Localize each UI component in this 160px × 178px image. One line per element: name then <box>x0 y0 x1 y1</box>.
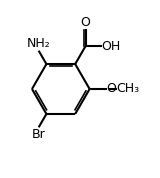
Text: O: O <box>81 16 91 29</box>
Text: CH₃: CH₃ <box>116 82 140 96</box>
Text: OH: OH <box>101 40 120 53</box>
Text: O: O <box>106 82 116 96</box>
Text: NH₂: NH₂ <box>27 37 51 50</box>
Text: Br: Br <box>32 127 46 140</box>
